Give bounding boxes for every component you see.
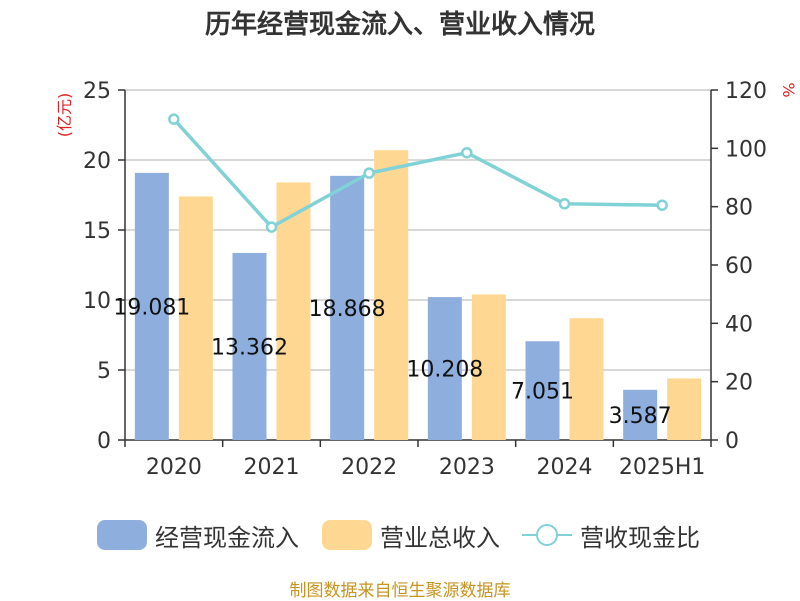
bar-total-revenue [667, 378, 702, 440]
data-label-cash-inflow: 18.868 [309, 297, 386, 322]
x-axis-tick-label: 2022 [341, 455, 397, 480]
x-axis-tick-label: 2024 [537, 455, 593, 480]
right-axis-tick-label: 100 [725, 137, 767, 162]
left-axis-tick-label: 20 [83, 149, 111, 174]
left-axis-tick-label: 0 [97, 429, 111, 454]
legend-item-total-revenue[interactable]: 营业总收入 [322, 517, 500, 553]
point-cash-ratio [558, 198, 571, 210]
legend-item-cash-inflow[interactable]: 经营现金流入 [97, 517, 299, 553]
line-cash-ratio [172, 117, 663, 230]
bar-total-revenue [471, 294, 506, 440]
data-label-cash-inflow: 19.081 [113, 295, 190, 320]
data-label-cash-inflow: 13.362 [211, 335, 288, 360]
left-axis-tick-label: 15 [83, 219, 111, 244]
legend-label-total-revenue: 营业总收入 [380, 523, 500, 552]
bar-cash-inflow [330, 175, 365, 440]
left-axis-label: (亿元) [55, 93, 74, 138]
point-cash-ratio [461, 146, 473, 159]
x-axis-tick-label: 2021 [244, 455, 300, 480]
x-axis-tick-label: 2020 [146, 455, 202, 480]
legend-label-cash-inflow: 经营现金流入 [155, 523, 299, 552]
bar-cash-inflow [427, 297, 462, 440]
x-axis-tick-label: 2023 [439, 455, 495, 480]
chart-title: 历年经营现金流入、营业收入情况 [204, 10, 595, 40]
right-axis-tick-label: 60 [725, 254, 753, 279]
bar-total-revenue [276, 182, 311, 440]
bar-total-revenue [178, 196, 213, 440]
left-axis-tick-label: 25 [83, 79, 111, 104]
bar-cash-inflow [525, 341, 560, 440]
left-axis-tick-label: 5 [97, 359, 111, 384]
data-label-cash-inflow: 7.051 [511, 380, 574, 405]
right-axis-tick-label: 0 [725, 429, 739, 454]
bar-total-revenue [374, 150, 409, 440]
x-axis-tick-label: 2025H1 [619, 455, 706, 480]
legend: 经营现金流入 营业总收入 营收现金比 [0, 517, 800, 553]
point-cash-ratio [363, 167, 375, 179]
data-label-cash-inflow: 3.587 [609, 404, 672, 429]
legend-item-cash-ratio[interactable]: 营收现金比 [522, 517, 700, 553]
point-cash-ratio [265, 221, 278, 233]
source-note: 制图数据来自恒生聚源数据库 [289, 581, 511, 601]
right-axis-tick-label: 40 [725, 312, 753, 337]
point-cash-ratio [656, 199, 668, 211]
right-axis-label: % [779, 82, 798, 97]
bar-cash-inflow [623, 389, 658, 440]
point-cash-ratio [168, 113, 180, 125]
legend-label-cash-ratio: 营收现金比 [580, 523, 700, 552]
right-axis-tick-label: 120 [725, 79, 767, 104]
legend-line-marker-icon [522, 520, 572, 550]
bar-cash-inflow [134, 172, 169, 440]
left-axis-tick-label: 10 [83, 289, 111, 314]
right-axis-tick-label: 20 [725, 371, 753, 396]
legend-swatch-cash-inflow [97, 520, 147, 550]
bar-cash-inflow [232, 252, 267, 440]
bar-total-revenue [569, 318, 604, 440]
data-label-cash-inflow: 10.208 [406, 358, 483, 383]
right-axis-tick-label: 80 [725, 196, 753, 221]
legend-swatch-total-revenue [322, 520, 372, 550]
